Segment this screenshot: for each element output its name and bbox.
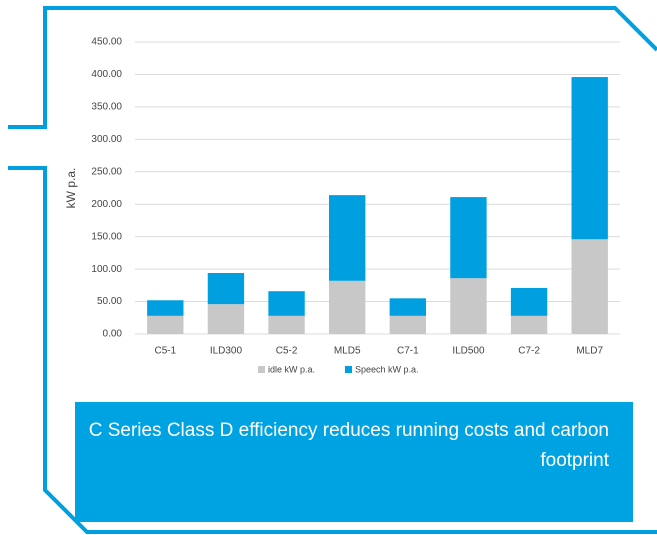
- y-tick-label: 250.00: [91, 166, 122, 177]
- legend-swatch: [345, 366, 352, 373]
- bar-segment: [510, 315, 548, 334]
- x-tick-label: C5-1: [154, 346, 176, 357]
- bar-segment: [571, 239, 608, 334]
- x-tick-label: MLD5: [334, 346, 361, 357]
- y-tick-label: 150.00: [91, 231, 122, 242]
- y-tick-label: 400.00: [91, 69, 122, 80]
- x-tick-label: C7-2: [518, 346, 540, 357]
- x-tick-label: ILD500: [452, 346, 485, 357]
- bar-segment: [147, 315, 184, 334]
- x-tick-label: C5-2: [276, 346, 298, 357]
- x-tick-label: MLD7: [576, 346, 603, 357]
- bar-segment: [329, 195, 366, 281]
- x-tick-label: C7-1: [397, 346, 419, 357]
- bar-segment: [207, 304, 245, 334]
- legend-label: Speech kW p.a.: [355, 364, 419, 374]
- frame-top: [8, 6, 657, 129]
- caption: C Series Class D efficiency reduces runn…: [75, 402, 633, 522]
- frame-bottom: [8, 166, 657, 534]
- bar-segment: [207, 273, 245, 305]
- y-axis-label: kW p.a.: [64, 168, 78, 209]
- legend-label: idle kW p.a.: [268, 364, 315, 374]
- legend-swatch: [258, 366, 265, 373]
- y-tick-label: 200.00: [91, 199, 122, 210]
- bar-segment: [450, 278, 487, 334]
- bar-segment: [147, 300, 184, 316]
- bar-segment: [389, 298, 426, 316]
- bar-segment: [268, 291, 305, 316]
- bar-segment: [268, 315, 305, 334]
- bar-segment: [510, 287, 548, 316]
- bar-segment: [329, 280, 366, 334]
- y-tick-label: 0.00: [103, 329, 123, 340]
- x-tick-label: ILD300: [210, 346, 243, 357]
- y-tick-label: 50.00: [97, 296, 122, 307]
- bar-segment: [450, 197, 487, 279]
- bar-segment: [571, 77, 608, 240]
- y-tick-label: 300.00: [91, 134, 122, 145]
- y-tick-label: 350.00: [91, 102, 122, 113]
- bar-segment: [389, 315, 426, 334]
- y-tick-label: 100.00: [91, 264, 122, 275]
- y-tick-label: 450.00: [91, 37, 122, 48]
